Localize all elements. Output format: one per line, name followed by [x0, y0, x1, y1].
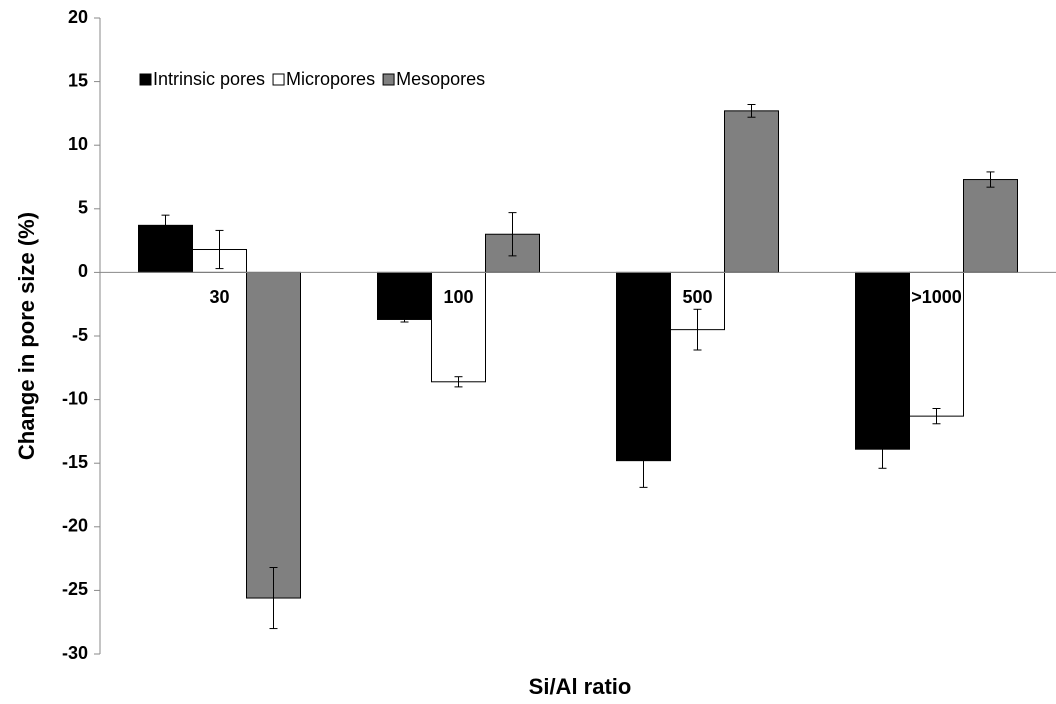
bar [963, 179, 1018, 273]
legend-label: Micropores [286, 69, 375, 89]
bar [909, 271, 964, 417]
x-axis-title: Si/Al ratio [529, 674, 632, 699]
legend-swatch [139, 73, 152, 86]
legend-swatch [382, 73, 395, 86]
y-tick-label: 10 [68, 134, 88, 154]
x-tick-label: 500 [682, 287, 712, 307]
y-tick-label: 0 [78, 261, 88, 281]
y-axis-title: Change in pore size (%) [14, 212, 39, 460]
y-tick-label: -20 [62, 516, 88, 536]
x-tick-label: >1000 [911, 287, 962, 307]
y-tick-label: -25 [62, 579, 88, 599]
bar [431, 271, 486, 383]
y-tick-label: 20 [68, 7, 88, 27]
y-tick-label: -5 [72, 325, 88, 345]
y-tick-label: -30 [62, 643, 88, 663]
x-tick-label: 100 [443, 287, 473, 307]
y-tick-label: -10 [62, 388, 88, 408]
y-tick-label: -15 [62, 452, 88, 472]
legend-label: Mesopores [396, 69, 485, 89]
y-tick-label: 15 [68, 70, 88, 90]
legend-label: Intrinsic pores [153, 69, 265, 89]
x-tick-label: 30 [209, 287, 229, 307]
bar [616, 271, 671, 462]
legend-swatch [272, 73, 285, 86]
y-tick-label: 5 [78, 198, 88, 218]
bar [724, 110, 779, 273]
bar [377, 271, 432, 320]
bar [246, 271, 301, 599]
bar [855, 271, 910, 450]
